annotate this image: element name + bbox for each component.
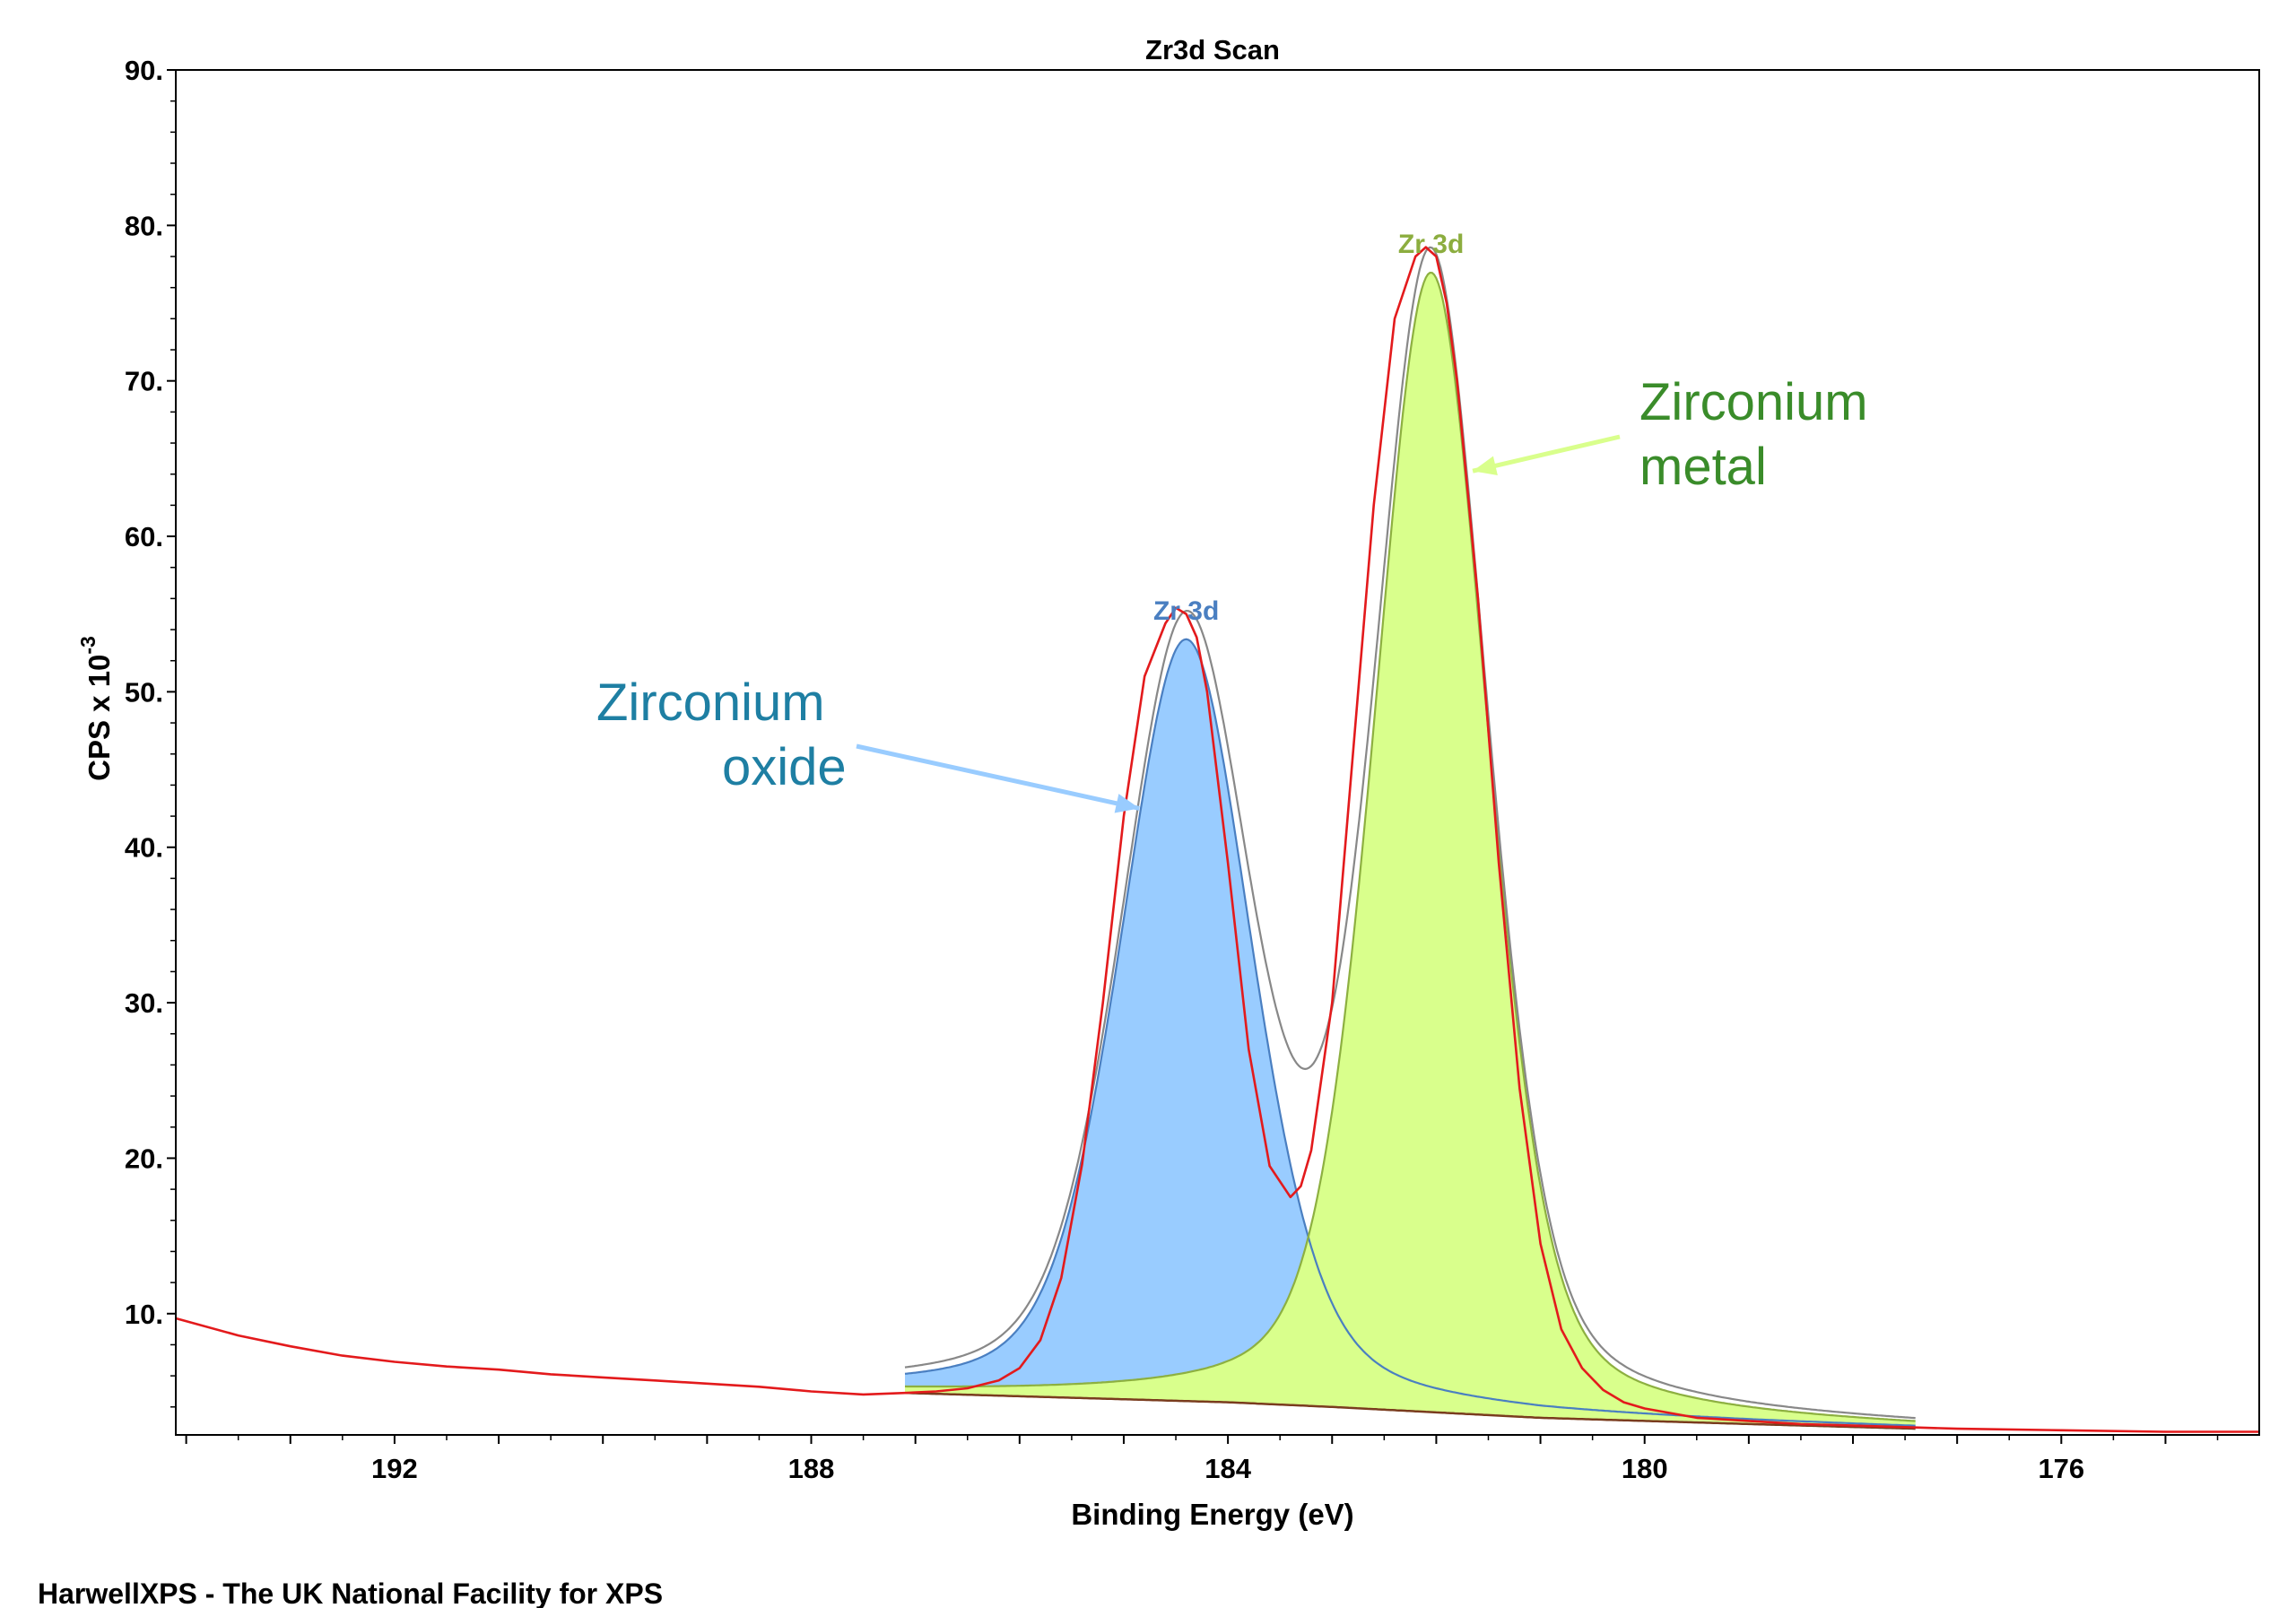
series-lines <box>175 246 2259 1433</box>
y-tick-label: 50. <box>125 676 163 708</box>
component-outline-oxide <box>904 638 1916 1427</box>
component-outline-metal <box>904 271 1916 1422</box>
y-tick-label: 20. <box>125 1143 163 1174</box>
footer-credit: HarwellXPS - The UK National Facility fo… <box>38 1578 663 1608</box>
y-tick-label: 40. <box>125 832 163 864</box>
peak-label-oxide: Zr 3d <box>1153 596 1219 626</box>
y-axis-title-exponent: -3 <box>76 636 100 654</box>
y-tick-label: 60. <box>125 521 163 552</box>
x-tick-label: 188 <box>788 1453 835 1484</box>
envelope-line <box>904 246 1916 1420</box>
y-axis-title-base: CPS x 10 <box>83 655 116 781</box>
y-axis-title: CPS x 10-3 <box>76 636 116 781</box>
annotation-label-line1: Zirconium <box>1639 373 1868 431</box>
chart-title: Zr3d Scan <box>1145 34 1280 65</box>
annotation-label-line2: metal <box>1639 438 1767 496</box>
x-axis-title: Binding Energy (eV) <box>1071 1498 1353 1531</box>
component-fill-oxide <box>905 639 1916 1430</box>
x-tick-label: 192 <box>371 1453 418 1484</box>
y-tick-label: 70. <box>125 366 163 397</box>
annotation-arrow-head <box>1473 456 1498 476</box>
annotation-arrow-shaft <box>856 743 1140 811</box>
annotation-label-line1: Zirconium <box>596 674 825 732</box>
annotation-arrow-shaft <box>1472 434 1621 474</box>
axis-ticks: 10. 20. 30. 40. 50. 60. 70. 80. 90. 192 188 184 180 1… <box>125 55 2219 1484</box>
x-tick-label: 180 <box>1622 1453 1668 1484</box>
measured-data-line <box>175 246 2259 1433</box>
annotation-label-line2: oxide <box>722 738 847 796</box>
y-tick-label: 10. <box>125 1299 163 1330</box>
component-fill-metal <box>905 273 1916 1430</box>
component-fills <box>905 273 1916 1430</box>
x-tick-label: 176 <box>2038 1453 2084 1484</box>
y-tick-label: 80. <box>125 210 163 241</box>
background-line <box>904 1391 1916 1430</box>
plot-frame <box>175 69 2260 1436</box>
annotation-arrow-head <box>1114 794 1140 813</box>
y-tick-label: 90. <box>125 55 163 86</box>
x-tick-label: 184 <box>1205 1453 1251 1484</box>
peak-label-metal: Zr 3d <box>1398 230 1464 259</box>
annotations: Zr 3d Zr 3d Zirconium oxide Zirconium metal <box>596 230 1868 813</box>
y-tick-label: 30. <box>125 987 163 1019</box>
